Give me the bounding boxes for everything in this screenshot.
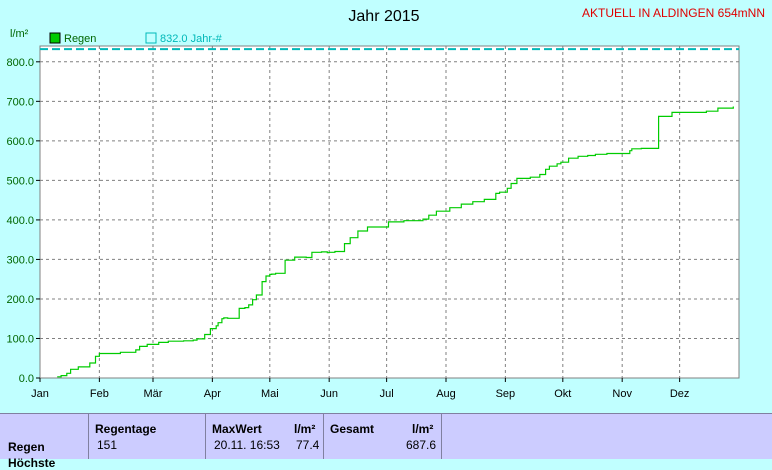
gesamt-header: Gesamt (330, 422, 375, 436)
x-tick-label: Sep (496, 388, 516, 400)
plot-area (39, 45, 740, 379)
gesamt-cell: Gesamt l/m² 687.6 (323, 414, 442, 459)
regentage-value: 151 (97, 438, 118, 452)
series-layer (40, 48, 739, 378)
x-tick-label: Mai (261, 388, 279, 400)
gesamt-value: 687.6 (406, 438, 437, 452)
series-line-rain (57, 106, 734, 378)
x-tick-label: Aug (436, 388, 456, 400)
regentage-header: Regentage (95, 422, 157, 436)
x-tick-label: Jun (320, 388, 338, 400)
y-tick-label: 300.0 (6, 254, 34, 266)
y-tick-label: 500.0 (6, 175, 34, 187)
y-axis-unit: l/m² (10, 28, 29, 40)
x-tick-label: Okt (554, 388, 571, 400)
legend-label-rain: Regen (64, 33, 96, 45)
x-tick-label: Jan (31, 388, 49, 400)
maxwert-header: MaxWert (212, 422, 262, 436)
chart: Jahr 2015 AKTUELL IN ALDINGEN 654mNN l/m… (6, 6, 765, 400)
regentage-cell: Regentage 151 (88, 414, 205, 459)
legend-swatch-rain (49, 32, 61, 44)
y-tick-label: 400.0 (6, 215, 34, 227)
summary-table: Regen Höchste Regentage 151 MaxWert l/m²… (0, 413, 772, 470)
chart-title: Jahr 2015 (348, 8, 419, 25)
y-tick-label: 100.0 (6, 333, 34, 345)
maxwert-cell: MaxWert l/m² 20.11. 16:53 77.4 (205, 414, 324, 459)
x-tick-label: Nov (612, 388, 632, 400)
y-tick-label: 800.0 (6, 57, 34, 69)
legend-swatch-reference (145, 32, 157, 44)
y-axis: 0.0 100.0 200.0 300.0 400.0 500.0 600.0 700.0 80… (6, 57, 40, 385)
x-tick-label: Apr (204, 388, 221, 400)
summary-empty-cell (441, 414, 772, 459)
legend: Regen 832.0 Jahr-# (49, 32, 223, 45)
maxwert-value: 77.4 (296, 438, 320, 452)
maxwert-unit: l/m² (294, 422, 316, 436)
x-axis: Jan Feb Mär Apr Mai Jun Jul Aug Sep Okt Nov Dez (31, 378, 689, 400)
x-tick-label: Jul (380, 388, 394, 400)
x-tick-label: Dez (670, 388, 690, 400)
y-tick-label: 200.0 (6, 294, 34, 306)
legend-label-reference: 832.0 Jahr-# (160, 33, 223, 45)
y-tick-label: 0.0 (19, 373, 34, 385)
gesamt-unit: l/m² (412, 422, 434, 436)
y-tick-label: 600.0 (6, 136, 34, 148)
station-status: AKTUELL IN ALDINGEN 654mNN (582, 6, 765, 20)
x-tick-label: Mär (144, 388, 163, 400)
grid (40, 46, 739, 378)
summary-row-label-cut: Höchste (8, 456, 56, 470)
y-tick-label: 700.0 (6, 96, 34, 108)
maxwert-date: 20.11. 16:53 (214, 438, 280, 452)
summary-row-label: Regen (8, 440, 45, 454)
x-tick-label: Feb (90, 388, 109, 400)
